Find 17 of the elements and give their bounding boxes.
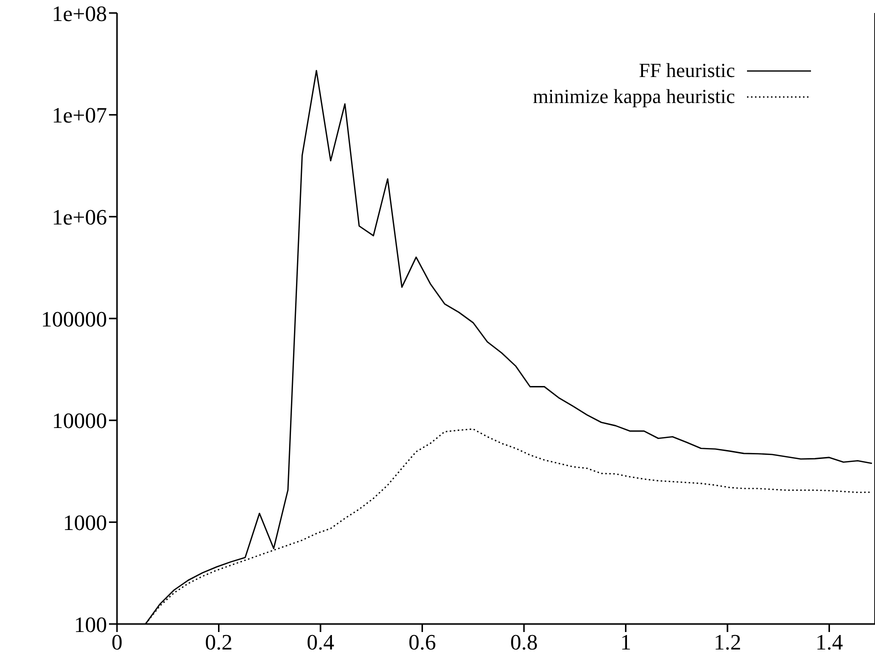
y-tick-label: 10000 xyxy=(52,408,107,434)
y-tick-label: 1000 xyxy=(63,510,107,535)
y-tick-label: 100000 xyxy=(41,306,107,332)
legend-label: minimize kappa heuristic xyxy=(532,86,735,108)
x-tick-label: 0.6 xyxy=(408,630,436,655)
y-tick-label: 100 xyxy=(74,612,107,637)
x-tick-label: 0 xyxy=(112,630,122,655)
x-tick-label: 1 xyxy=(620,630,632,655)
x-tick-label: 1.4 xyxy=(815,630,843,655)
legend-label: FF heuristic xyxy=(638,60,735,82)
x-tick-label: 1.2 xyxy=(714,630,742,655)
y-tick-label: 1e+06 xyxy=(52,204,107,230)
x-tick-label: 0.8 xyxy=(510,630,538,655)
x-tick-label: 0.2 xyxy=(204,630,232,655)
x-tick-label: 0.4 xyxy=(306,630,334,655)
y-tick-label: 1e+08 xyxy=(52,0,107,26)
y-tick-label: 1e+07 xyxy=(52,102,107,128)
